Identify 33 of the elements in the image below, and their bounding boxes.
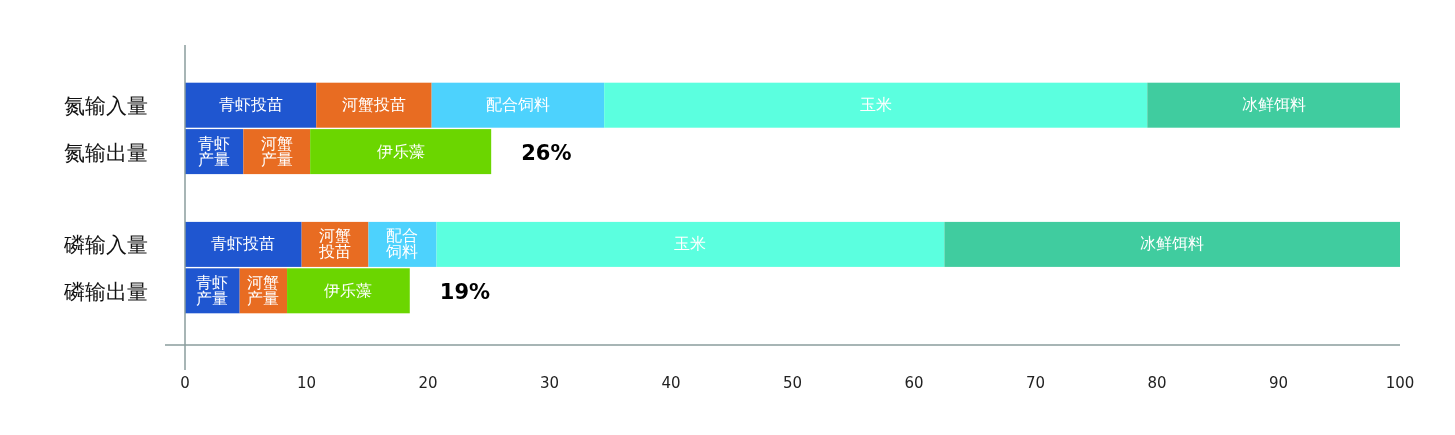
segment-label: 伊乐藻 [324,282,373,299]
segment-label: 伊乐藻 [376,143,425,160]
x-tick-label: 100 [1385,374,1415,392]
segment-label: 青虾投苗 [211,236,276,253]
x-tick-label: 10 [296,374,317,392]
segment-label: 冰鲜饵料 [1241,97,1306,114]
segment-label: 青虾产量 [197,135,231,168]
x-tick-label: 80 [1147,374,1167,392]
x-tick-label: 50 [782,374,803,392]
x-tick-label: 20 [418,374,438,392]
segment-label: 河蟹产量 [247,274,280,307]
segment-label: 冰鲜饵料 [1140,236,1205,253]
y-category-label: 氮输出量 [64,140,148,165]
x-tick-label: 90 [1268,374,1289,392]
y-category-label: 磷输入量 [64,233,148,258]
y-category-label: 磷输出量 [64,279,148,304]
x-tick-label: 0 [180,374,190,392]
segment-label: 玉米 [674,236,707,253]
segment-label: 青虾投苗 [218,97,283,114]
annotation: 19% [439,279,491,304]
segment-label: 河蟹产量 [260,135,293,168]
x-tick-label: 70 [1025,374,1046,392]
x-tick-label: 40 [661,374,681,392]
segment-label: 河蟹投苗 [341,97,406,114]
segment-label: 河蟹投苗 [318,228,352,261]
segment-label: 配合饲料 [485,97,550,114]
y-category-label: 氮输入量 [64,94,148,119]
x-tick-label: 30 [539,374,560,392]
segment-label: 玉米 [859,97,892,114]
x-tick-label: 60 [904,374,924,392]
segment-label: 青虾产量 [196,274,229,307]
annotation: 26% [521,140,572,165]
segment-label: 配合饲料 [386,228,419,261]
